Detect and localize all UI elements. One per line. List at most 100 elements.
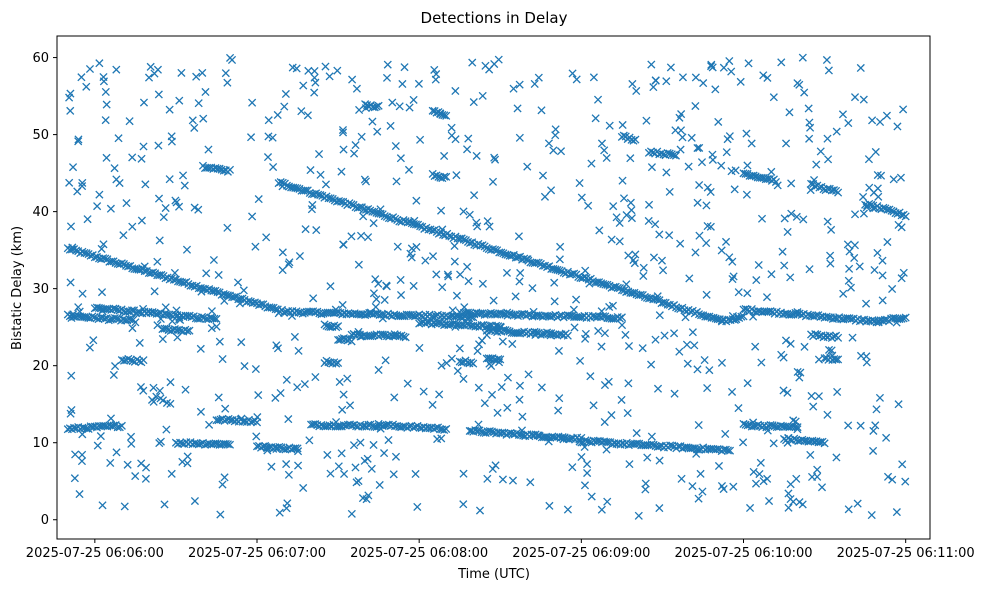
scatter-point xyxy=(161,303,170,312)
scatter-point xyxy=(78,178,87,187)
scatter-point xyxy=(515,381,525,390)
scatter-point xyxy=(233,278,243,287)
scatter-point xyxy=(844,119,853,128)
scatter-point xyxy=(141,463,151,472)
scatter-point xyxy=(816,147,825,156)
scatter-point xyxy=(662,77,671,86)
scatter-point xyxy=(78,430,87,439)
scatter-point xyxy=(207,324,216,333)
scatter-point xyxy=(269,162,278,172)
scatter-point xyxy=(460,303,469,312)
scatter-point xyxy=(691,73,700,82)
scatter-point xyxy=(301,225,310,234)
scatter-point xyxy=(708,150,717,159)
scatter-point xyxy=(455,344,464,353)
scatter-point xyxy=(493,408,502,417)
scatter-point xyxy=(899,268,908,277)
scatter-point xyxy=(752,276,761,285)
scatter-point xyxy=(882,111,892,120)
scatter-point xyxy=(332,359,341,368)
scatter-point xyxy=(147,395,157,404)
scatter-point xyxy=(325,72,334,81)
scatter-point xyxy=(858,192,868,201)
scatter-point xyxy=(337,449,346,458)
scatter-point xyxy=(293,383,302,392)
scatter-point xyxy=(618,120,627,130)
scatter-point xyxy=(73,187,82,196)
scatter-point xyxy=(845,247,854,256)
scatter-point xyxy=(278,266,287,275)
scatter-point xyxy=(870,265,879,275)
scatter-point xyxy=(149,383,158,392)
scatter-point xyxy=(869,426,878,435)
scatter-point xyxy=(659,266,668,275)
y-tick-label: 30 xyxy=(32,282,49,297)
scatter-point xyxy=(75,490,84,499)
scatter-point xyxy=(546,186,556,195)
scatter-point xyxy=(688,482,697,491)
scatter-point xyxy=(278,178,287,187)
scatter-point xyxy=(789,416,798,425)
scatter-point xyxy=(135,338,144,347)
scatter-point xyxy=(597,307,606,316)
scatter-point xyxy=(693,198,702,207)
scatter-point xyxy=(538,171,548,180)
scatter-point xyxy=(257,300,266,309)
scatter-point xyxy=(631,250,640,259)
scatter-point xyxy=(515,80,524,89)
scatter-point xyxy=(173,333,182,342)
scatter-point xyxy=(68,243,77,252)
scatter-point xyxy=(681,313,690,322)
scatter-point xyxy=(691,101,700,111)
scatter-point xyxy=(684,162,693,171)
scatter-point xyxy=(161,203,170,213)
scatter-point xyxy=(850,93,860,102)
scatter-point xyxy=(456,270,465,279)
scatter-point xyxy=(310,66,319,76)
scatter-point xyxy=(551,125,560,134)
scatter-point xyxy=(755,469,764,479)
scatter-point xyxy=(876,171,886,180)
scatter-point xyxy=(624,379,633,388)
scatter-point xyxy=(577,193,586,202)
scatter-point xyxy=(428,400,437,409)
scatter-point xyxy=(254,195,263,204)
scatter-point xyxy=(806,123,815,132)
scatter-point xyxy=(182,245,192,254)
scatter-point xyxy=(717,161,726,170)
scatter-point xyxy=(333,66,342,75)
scatter-point xyxy=(793,367,802,376)
scatter-point xyxy=(888,475,897,484)
scatter-point xyxy=(112,65,121,74)
scatter-point xyxy=(725,253,734,262)
scatter-point xyxy=(809,402,818,411)
scatter-point xyxy=(742,190,751,199)
y-tick: 40 xyxy=(32,205,57,220)
scatter-point xyxy=(669,150,678,160)
scatter-point xyxy=(378,314,387,323)
scatter-point xyxy=(845,264,854,273)
scatter-point xyxy=(352,84,361,93)
scatter-point xyxy=(465,426,474,436)
scatter-point xyxy=(888,284,897,294)
scatter-point xyxy=(190,203,199,212)
scatter-point xyxy=(209,255,218,265)
scatter-point xyxy=(475,506,485,515)
scatter-point xyxy=(127,306,137,315)
scatter-point xyxy=(334,358,343,368)
scatter-point xyxy=(649,83,658,92)
scatter-point xyxy=(295,252,304,261)
scatter-point xyxy=(188,116,197,125)
scatter-point xyxy=(649,253,659,262)
scatter-point xyxy=(899,105,908,114)
scatter-point xyxy=(533,431,542,440)
scatter-point xyxy=(584,201,593,210)
scatter-point xyxy=(411,469,420,479)
scatter-point xyxy=(587,492,596,501)
scatter-point xyxy=(172,198,181,207)
scatter-point xyxy=(813,465,822,474)
scatter-point xyxy=(347,337,356,346)
scatter-point xyxy=(74,303,83,312)
scatter-point xyxy=(391,141,400,151)
scatter-point xyxy=(283,499,292,508)
